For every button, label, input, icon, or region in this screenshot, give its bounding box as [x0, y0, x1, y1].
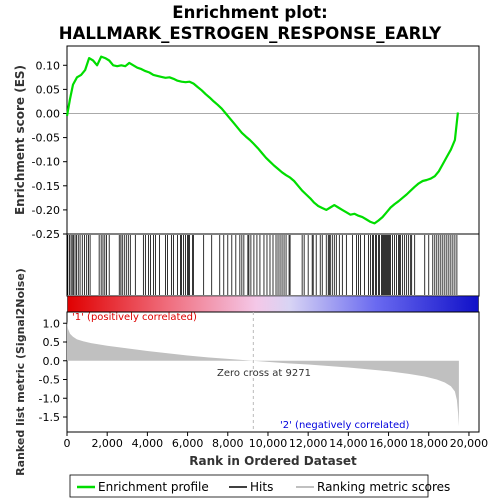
xtick-label: 2,000 [91, 437, 123, 450]
xtick-label: 8,000 [212, 437, 244, 450]
xtick-label: 14,000 [329, 437, 368, 450]
es-ytick-label: 0.00 [36, 107, 61, 120]
metric-ytick-label: -1.0 [39, 392, 60, 405]
xtick-label: 4,000 [132, 437, 164, 450]
y-axis-label-metric: Ranked list metric (Signal2Noise) [14, 268, 27, 476]
es-curve [65, 55, 459, 225]
chart-title-line2: HALLMARK_ESTROGEN_RESPONSE_EARLY [59, 24, 442, 43]
xtick-label: 12,000 [289, 437, 328, 450]
negative-label: '2' (negatively correlated) [280, 420, 409, 431]
metric-ytick-label: -1.5 [39, 411, 60, 424]
x-axis-label: Rank in Ordered Dataset [189, 454, 357, 468]
metric-ytick-label: 1.0 [43, 317, 61, 330]
es-y-axis: 0.10 0.05 0.00 -0.05 -0.10 -0.15 -0.20 -0.25 [32, 59, 67, 241]
es-ytick-label: -0.20 [32, 204, 60, 217]
y-axis-label-es: Enrichment score (ES) [13, 65, 27, 215]
hits-marks [67, 235, 458, 295]
legend-label-enrichment: Enrichment profile [98, 480, 209, 494]
x-axis: 0 2,000 4,000 6,000 8,000 10,000 12,000 14,000 1… [64, 432, 489, 450]
xtick-label: 18,000 [410, 437, 449, 450]
zero-cross-label: Zero cross at 9271 [217, 368, 311, 379]
es-ytick-label: 0.05 [36, 83, 61, 96]
xtick-label: 16,000 [369, 437, 408, 450]
metric-ytick-label: 0.5 [43, 336, 61, 349]
es-ytick-label: 0.10 [36, 59, 61, 72]
metric-y-axis: 1.0 0.5 0.0 -0.5 -1.0 -1.5 [39, 317, 67, 424]
es-panel [66, 45, 480, 235]
legend-label-metric: Ranking metric scores [317, 480, 450, 494]
es-ytick-label: -0.10 [32, 156, 60, 169]
xtick-label: 20,000 [450, 437, 489, 450]
rank-colorbar [67, 295, 479, 313]
chart-title-line1: Enrichment plot: [172, 3, 327, 22]
es-ytick-label: -0.25 [32, 228, 60, 241]
legend-box [69, 474, 429, 498]
xtick-label: 10,000 [249, 437, 288, 450]
legend-label-hits: Hits [250, 480, 273, 494]
legend: Enrichment profile Hits Ranking metric s… [69, 474, 450, 498]
es-ytick-label: -0.15 [32, 180, 60, 193]
xtick-label: 6,000 [172, 437, 204, 450]
metric-ytick-label: 0.0 [43, 355, 61, 368]
es-line [65, 55, 459, 225]
xtick-label: 0 [64, 437, 71, 450]
metric-ytick-label: -0.5 [39, 374, 60, 387]
es-ytick-label: -0.05 [32, 132, 60, 145]
positive-label: '1' (positively correlated) [72, 312, 197, 323]
